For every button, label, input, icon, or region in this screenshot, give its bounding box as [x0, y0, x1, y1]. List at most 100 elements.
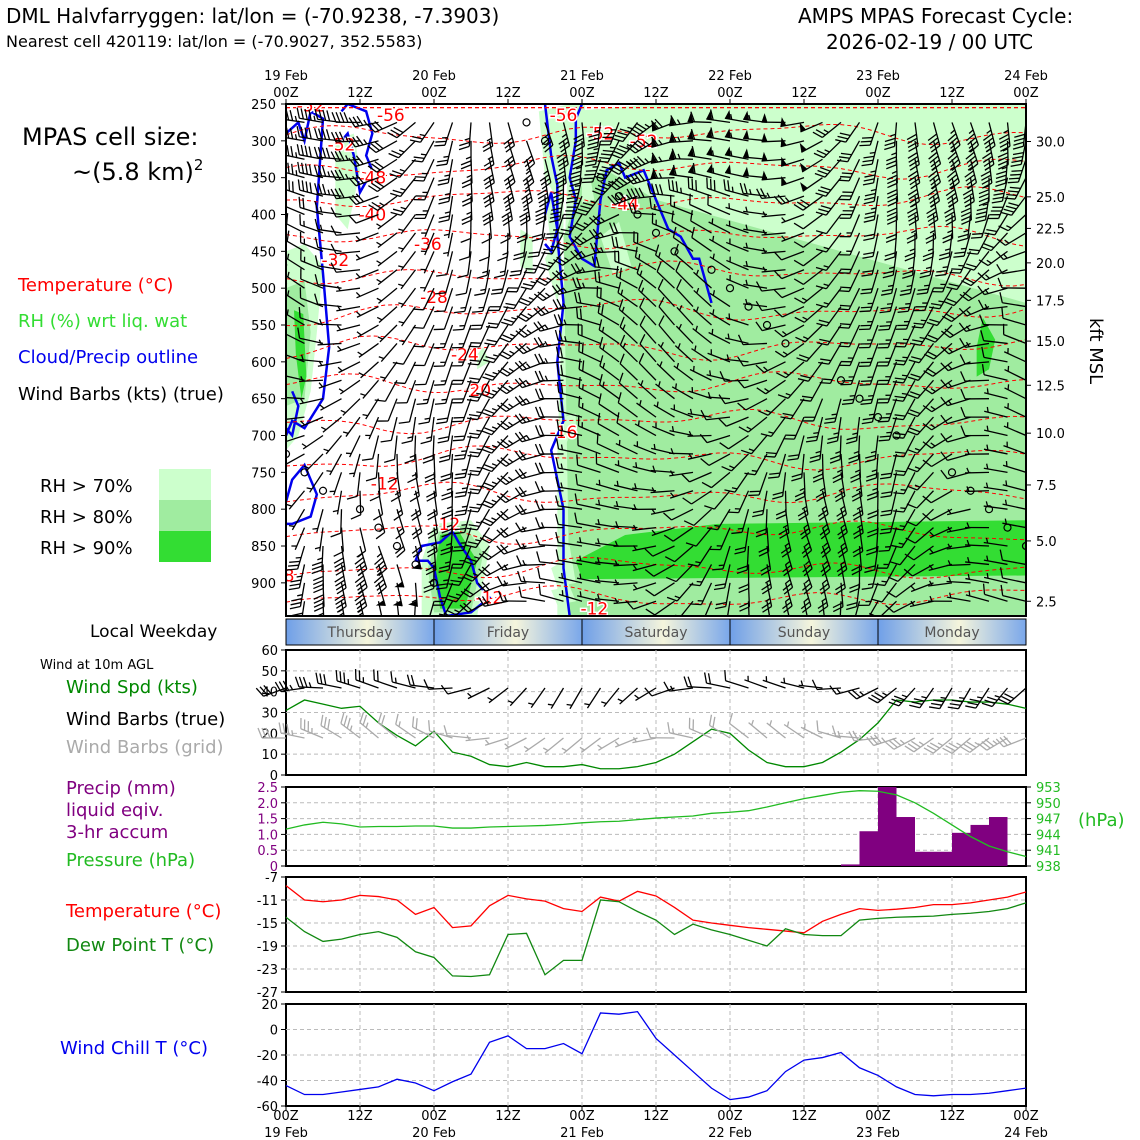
- barb-flag: [423, 583, 435, 589]
- barb-staff: [450, 527, 454, 552]
- barb-flag: [982, 155, 993, 163]
- wind-barb: [348, 193, 379, 206]
- wind-barb: [998, 122, 1011, 152]
- wind-barb: [946, 508, 971, 516]
- wind-barb: [773, 287, 805, 299]
- barb-staff: [726, 416, 749, 427]
- barb-flag: [491, 288, 503, 291]
- barb-staff: [476, 508, 491, 531]
- barb-flag: [290, 146, 294, 157]
- barb-flag: [787, 458, 799, 461]
- barb-flag: [946, 170, 957, 179]
- barb-half: [930, 405, 936, 411]
- barb-flag: [314, 255, 319, 267]
- barb-half: [986, 406, 989, 413]
- barb-flag: [317, 147, 323, 158]
- barb-half: [858, 734, 863, 741]
- barb-flag: [891, 544, 902, 549]
- barb-half: [823, 560, 829, 566]
- kft-tick-label: 15.0: [1036, 335, 1065, 350]
- barb-flag: [296, 144, 301, 155]
- barb-half: [688, 430, 693, 437]
- barb-pennant: [669, 149, 676, 159]
- wind-barb: [839, 232, 861, 256]
- barb-flag: [534, 462, 541, 473]
- barb-flag: [960, 211, 972, 218]
- barb-half: [528, 702, 534, 705]
- wind-barb: [675, 261, 694, 289]
- barb-flag: [459, 604, 469, 613]
- barb-flag: [619, 267, 622, 279]
- barb-staff: [725, 241, 749, 252]
- wind-barb: [999, 549, 1026, 566]
- barb-half: [288, 524, 295, 528]
- barb-staff: [632, 465, 657, 473]
- barb-flag: [436, 583, 448, 586]
- wind-barb: [313, 146, 342, 160]
- wind-barb: [574, 512, 601, 529]
- barb-half: [300, 420, 306, 426]
- barb-flag: [755, 364, 765, 373]
- barb-half: [344, 173, 349, 180]
- barb-flag: [815, 192, 827, 197]
- barb-flag: [336, 587, 347, 595]
- barb-half: [966, 310, 972, 315]
- barb-half: [521, 543, 526, 549]
- wind-barb: [907, 361, 935, 382]
- barb-half: [421, 172, 428, 175]
- wind-barb: [863, 214, 879, 241]
- wind-barb: [514, 413, 546, 425]
- barb-half: [635, 462, 638, 468]
- barb-flag: [894, 395, 906, 399]
- barb-flag: [287, 162, 290, 174]
- wind-barb: [865, 600, 879, 616]
- wind-barb: [362, 398, 380, 420]
- wind-barb: [980, 330, 1008, 345]
- barb-flag: [836, 159, 848, 163]
- barb-flag: [602, 136, 614, 139]
- barb-flag: [535, 534, 541, 546]
- legend-cloud: Cloud/Precip outline: [18, 347, 198, 368]
- wind-barb: [533, 321, 564, 332]
- barb-half: [784, 197, 790, 202]
- barb-flag: [951, 144, 961, 153]
- barb-flag: [312, 575, 324, 582]
- barb-half: [910, 600, 915, 606]
- barb-half: [444, 174, 450, 177]
- barb-flag: [970, 236, 982, 239]
- wind-barb: [706, 177, 731, 197]
- barb-flag: [434, 144, 445, 147]
- wind-barb: [960, 388, 990, 400]
- wind-barb: [522, 159, 535, 190]
- wind-barb: [416, 380, 435, 405]
- barb-flag: [330, 131, 337, 143]
- barb-flag: [452, 439, 464, 442]
- barb-staff: [821, 564, 831, 588]
- wind-barb: [671, 383, 694, 400]
- wind-barb: [558, 572, 583, 584]
- barb-flag: [500, 384, 511, 392]
- barb-flag: [633, 231, 635, 243]
- wind-barb: [369, 472, 381, 502]
- barb-half: [762, 229, 767, 235]
- barb-staff: [414, 472, 420, 497]
- wind-barb: [906, 122, 919, 153]
- wind-barb: [338, 379, 361, 395]
- barb-flag: [481, 448, 492, 454]
- barb-flag: [637, 171, 645, 182]
- barb-flag: [267, 554, 278, 563]
- barb-staff: [355, 177, 379, 187]
- wind-barb: [880, 472, 898, 499]
- barb-flag: [441, 491, 452, 497]
- barb-half: [357, 571, 363, 576]
- barb-flag: [961, 215, 972, 222]
- wind-barb-grid: [561, 737, 583, 754]
- barb-flag: [942, 315, 953, 323]
- barb-staff: [869, 122, 879, 146]
- barb-flag: [415, 718, 418, 729]
- barb-flag: [477, 596, 486, 607]
- barb-half: [831, 413, 838, 416]
- barb-half: [609, 146, 616, 149]
- wind-barb: [706, 109, 731, 124]
- barb-staff: [577, 444, 601, 455]
